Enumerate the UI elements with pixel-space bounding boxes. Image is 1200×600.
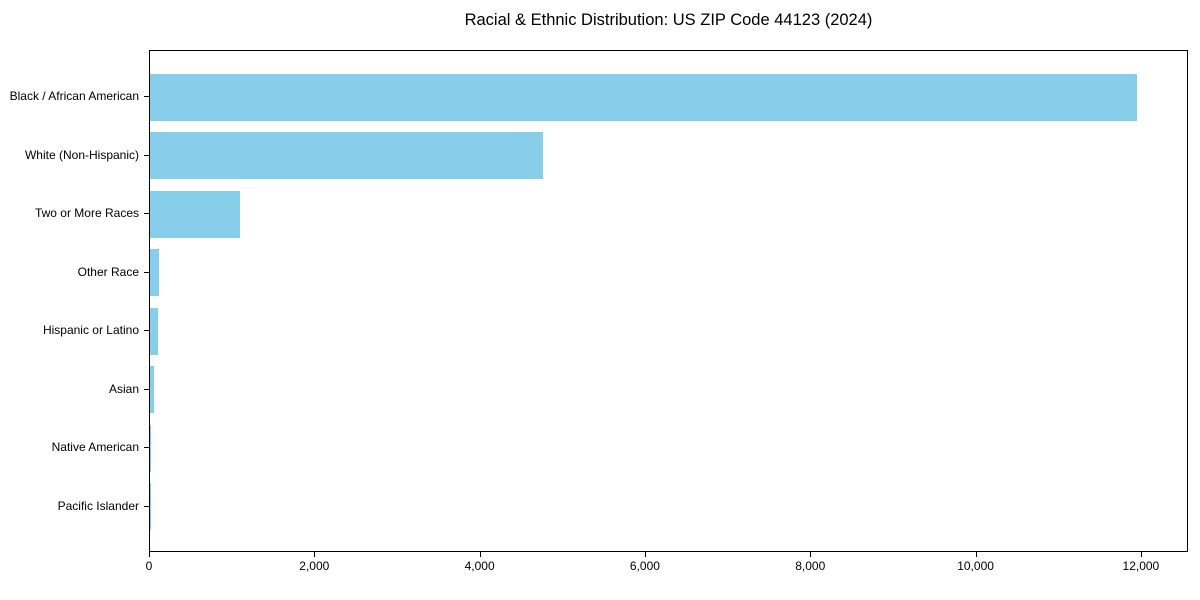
y-tick-mark [144, 330, 149, 332]
y-tick-label: White (Non-Hispanic) [24, 147, 139, 162]
x-tick-label: 2,000 [299, 559, 330, 573]
x-tick-mark [810, 552, 812, 557]
y-tick-mark [144, 388, 149, 390]
bar-asian [150, 366, 154, 414]
y-tick-label: Native American [51, 440, 139, 455]
bar-two-or-more-races [150, 190, 241, 238]
x-tick-label: 12,000 [1122, 559, 1160, 573]
y-tick-label: Asian [108, 381, 139, 396]
x-tick-label: 4,000 [464, 559, 495, 573]
y-tick-label: Pacific Islander [57, 498, 139, 513]
y-tick-mark [144, 505, 149, 507]
x-tick-mark [1140, 552, 1142, 557]
x-tick-label: 10,000 [957, 559, 994, 573]
y-tick-label: Black / African American [9, 89, 139, 104]
y-tick-mark [144, 96, 149, 98]
y-tick-label: Hispanic or Latino [42, 323, 139, 338]
x-tick-label: 8,000 [795, 559, 826, 573]
plot-area [149, 50, 1188, 552]
bar-pacific-islander [150, 483, 151, 531]
bar-black-african-american [150, 73, 1137, 121]
x-tick-mark [644, 552, 646, 557]
y-tick-mark [144, 154, 149, 156]
y-tick-mark [144, 213, 149, 215]
y-tick-mark [144, 271, 149, 273]
x-tick-mark [975, 552, 977, 557]
bar-hispanic-or-latino [150, 307, 158, 355]
x-tick-mark [479, 552, 481, 557]
bar-other-race [150, 249, 160, 297]
x-tick-label: 0 [145, 559, 153, 573]
bar-white-non-hispanic [150, 132, 543, 180]
chart-title: Racial & Ethnic Distribution: US ZIP Cod… [464, 11, 873, 29]
y-tick-label: Two or More Races [34, 206, 139, 221]
x-tick-label: 6,000 [629, 559, 660, 573]
bar-native-american [150, 424, 152, 472]
y-tick-label: Other Race [77, 264, 139, 279]
y-tick-mark [144, 447, 149, 449]
x-tick-mark [314, 552, 316, 557]
x-tick-mark [149, 552, 150, 557]
